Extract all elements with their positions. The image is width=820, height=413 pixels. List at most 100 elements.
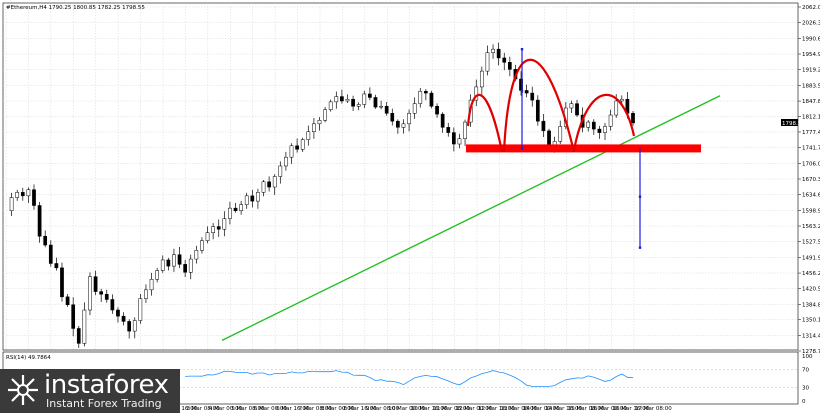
price-tick-label: 1883.50 <box>802 83 820 89</box>
candle-bear <box>429 92 434 107</box>
candle-bull <box>317 120 322 125</box>
candle-bear <box>340 96 344 102</box>
candle-bull <box>9 197 14 212</box>
price-tick-label: 1812.15 <box>802 115 820 121</box>
candle-bull <box>552 141 557 146</box>
head-height-marker <box>520 47 524 51</box>
candle-bull <box>463 121 467 140</box>
candle-bull <box>362 93 367 105</box>
candle-bear <box>110 299 115 311</box>
candle-bull <box>289 145 294 158</box>
candle-bull <box>284 156 288 167</box>
price-tick-label: 1456.20 <box>802 271 820 277</box>
current-price-label: 1798.55 <box>782 121 805 127</box>
candle-bull <box>323 109 327 121</box>
candle-bear <box>396 120 400 128</box>
candle-bear <box>127 321 132 332</box>
candle-bull <box>569 103 574 109</box>
candle-bear <box>54 263 59 269</box>
candle-bear <box>390 113 395 122</box>
candle-bull <box>379 106 383 108</box>
candle-bear <box>60 267 64 298</box>
price-tick-label: 1278.70 <box>802 349 820 355</box>
price-tick-label: 1777.45 <box>802 130 820 136</box>
candle-bull <box>88 276 92 311</box>
price-tick-label: 2062.00 <box>802 5 820 11</box>
candle-bear <box>177 254 182 265</box>
time-tick-label: 4 Mar 00:00 <box>209 406 243 412</box>
price-tick-label: 1847.80 <box>802 99 820 105</box>
candle-bull <box>261 181 266 193</box>
price-tick-label: 2026.30 <box>802 21 820 27</box>
candle-bear <box>631 113 635 124</box>
time-tick-label: 14 Mar 16:00 <box>545 406 582 412</box>
candle-bear <box>368 93 372 98</box>
candle-bear <box>37 205 42 237</box>
candle-bull <box>272 176 277 188</box>
candle-bear <box>424 91 428 94</box>
candle-bull <box>132 320 137 332</box>
candle-bull <box>300 139 305 150</box>
candle-bear <box>535 99 540 122</box>
candle-bull <box>418 91 423 104</box>
candle-bull <box>608 114 613 127</box>
price-tick-label: 1741.75 <box>802 146 820 152</box>
candle-bull <box>222 218 227 230</box>
candle-bear <box>104 293 109 300</box>
support-trendline <box>221 95 721 341</box>
time-tick-label: 12 Mar 16:00 <box>478 406 515 412</box>
time-tick-label: 11 Mar 08:00 <box>433 406 470 412</box>
target-projection-marker <box>638 246 642 249</box>
time-tick-label: 8 Mar 00:00 <box>321 406 355 412</box>
price-tick-label: 1990.60 <box>802 36 820 42</box>
chart-header: #Ethereum,H4 1790.25 1800.85 1782.25 179… <box>6 5 145 11</box>
time-tick-label: 16 Mar 00:00 <box>590 406 627 412</box>
candle-bear <box>373 97 378 108</box>
candle-bull <box>558 126 563 142</box>
candle-bear <box>32 189 36 206</box>
price-tick-label: 1919.20 <box>802 68 820 74</box>
right-shoulder-arc <box>572 93 636 151</box>
price-tick-label: 1670.35 <box>802 177 820 183</box>
candle-bull <box>306 131 311 140</box>
candle-bear <box>530 92 535 101</box>
candle-bear <box>183 264 187 273</box>
price-tick-label: 1350.10 <box>802 318 820 324</box>
price-tick-label: 1314.40 <box>802 333 820 339</box>
candle-bear <box>446 127 451 133</box>
candle-bull <box>356 104 361 107</box>
price-tick-label: 1634.65 <box>802 193 820 199</box>
time-tick-label: 6 Mar 00:00 <box>254 406 288 412</box>
candle-bear <box>20 192 25 197</box>
time-tick-label: 6 Mar 16:00 <box>276 406 310 412</box>
candle-bear <box>351 98 355 107</box>
brand-tagline: Instant Forex Trading <box>46 397 162 410</box>
time-tick-label: 13 Mar 08:00 <box>500 406 537 412</box>
candle-bull <box>200 240 204 251</box>
candle-bull <box>614 100 619 116</box>
candle-bull <box>149 279 154 291</box>
candle-bull <box>205 232 210 241</box>
candle-bear <box>71 304 76 329</box>
candle-bear <box>116 309 120 317</box>
target-projection-marker <box>638 195 642 198</box>
candle-bull <box>474 86 479 101</box>
time-tick-label: 14 Mar 00:00 <box>523 406 560 412</box>
rsi-line <box>185 370 634 387</box>
candle-bear <box>93 276 98 292</box>
candle-bear <box>440 113 445 128</box>
candle-bear <box>496 48 501 59</box>
instaforex-logo-icon <box>8 375 38 405</box>
neckline-band <box>466 144 701 153</box>
brand-name: instaforex <box>44 370 169 400</box>
candle-bear <box>452 132 456 145</box>
candles <box>9 42 635 348</box>
candle-bull <box>160 259 165 271</box>
candle-bull <box>412 103 417 114</box>
candle-bull <box>194 250 199 260</box>
candle-bull <box>26 189 31 197</box>
price-tick-label: 1420.50 <box>802 287 820 293</box>
price-tick-label: 1384.80 <box>802 302 820 308</box>
price-tick-label: 1598.95 <box>802 208 820 214</box>
candle-bull <box>188 258 193 273</box>
